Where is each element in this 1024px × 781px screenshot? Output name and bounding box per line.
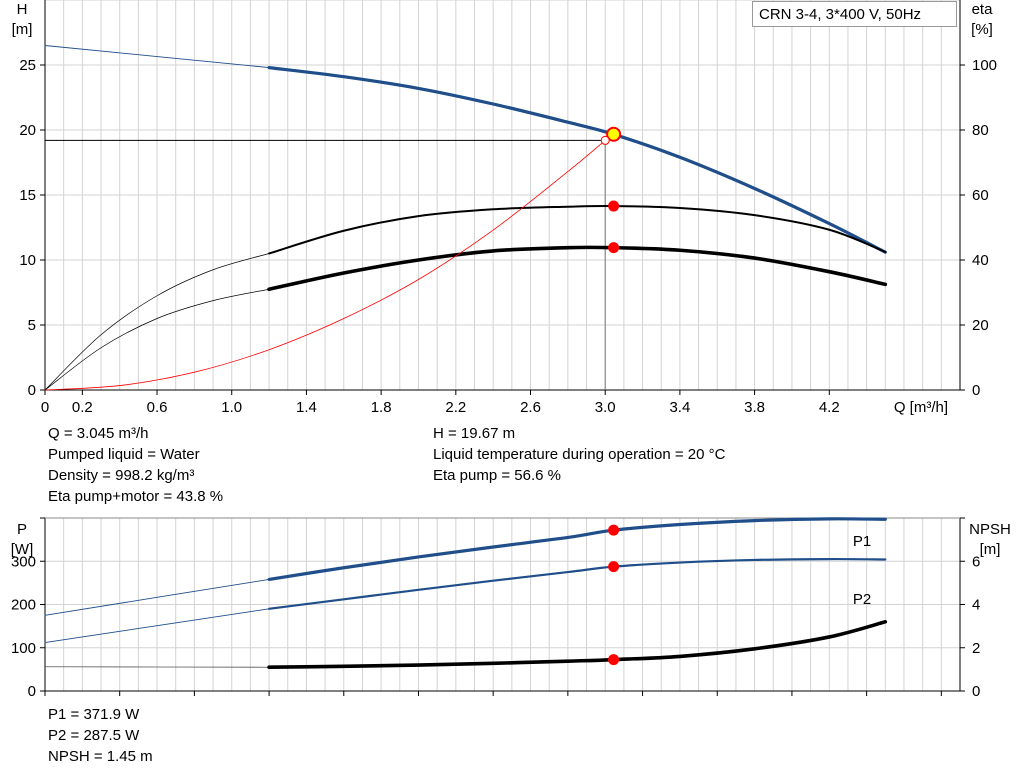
series-label-p2: P2 (853, 591, 871, 608)
series-line-top-5 (267, 245, 888, 292)
right-tick-label: 6 (972, 553, 980, 570)
right-axis-title: eta (972, 1, 994, 18)
density-readout: Density = 998.2 kg/m³ (48, 467, 195, 484)
eta-total-readout: Eta pump+motor = 43.8 % (48, 488, 224, 505)
right-axis-unit: [m] (980, 541, 1001, 558)
p2-readout: P2 = 287.5 W (48, 727, 140, 744)
right-tick-label: 20 (972, 317, 989, 334)
x-tick-label: 3.8 (744, 399, 765, 416)
right-tick-label: 80 (972, 122, 989, 139)
right-tick-label: 2 (972, 640, 980, 657)
x-axis-title: Q [m³/h] (894, 399, 948, 416)
left-tick-label: 200 (11, 597, 36, 614)
series-line-top-3 (268, 204, 887, 255)
x-tick-label: 0.2 (72, 399, 93, 416)
p1-readout: P1 = 371.9 W (48, 706, 140, 723)
left-tick-label: 25 (19, 57, 36, 74)
series-line-top-2 (44, 253, 270, 391)
x-tick-label: 2.2 (445, 399, 466, 416)
operating-point-marker (608, 561, 620, 573)
operating-point-marker (608, 524, 620, 536)
left-axis-unit: [W] (11, 541, 34, 558)
info-left-top: Q = 3.045 m³/h Pumped liquid = Water Den… (48, 423, 223, 507)
series-line-top-0 (44, 45, 270, 69)
x-tick-label: 1.0 (221, 399, 242, 416)
right-tick-label: 4 (972, 597, 980, 614)
x-tick-label: 1.4 (296, 399, 317, 416)
right-tick-label: 100 (972, 57, 997, 74)
chart-legend: CRN 3-4, 3*400 V, 50Hz (752, 1, 957, 27)
duty-point-marker (606, 126, 622, 142)
series-line-top-6 (44, 140, 606, 391)
x-tick-label: 1.8 (371, 399, 392, 416)
info-right-top: H = 19.67 m Liquid temperature during op… (433, 423, 725, 486)
eta-pump-readout: Eta pump = 56.6 % (433, 467, 561, 484)
left-tick-label: 15 (19, 187, 36, 204)
x-tick-label: 3.0 (595, 399, 616, 416)
left-axis-unit: [m] (12, 21, 33, 38)
left-tick-label: 0 (28, 382, 36, 399)
right-tick-label: 0 (972, 382, 980, 399)
info-bottom: P1 = 371.9 W P2 = 287.5 W NPSH = 1.45 m (48, 704, 153, 767)
left-tick-label: 20 (19, 122, 36, 139)
x-tick-label: 2.6 (520, 399, 541, 416)
operating-point-marker (608, 200, 620, 212)
right-tick-label: 60 (972, 187, 989, 204)
operating-point-marker (608, 654, 620, 666)
series-line-p1-1 (267, 517, 887, 582)
right-axis-unit: [%] (971, 21, 993, 38)
right-axis-title: NPSH (969, 521, 1011, 538)
right-tick-label: 0 (972, 683, 980, 700)
left-tick-label: 0 (28, 683, 36, 700)
left-tick-label: 100 (11, 640, 36, 657)
right-tick-label: 40 (972, 252, 989, 269)
series-line-p2-3 (267, 557, 887, 610)
series-line-p1-0 (44, 578, 270, 616)
head-readout: H = 19.67 m (433, 425, 516, 442)
x-tick-label: 3.4 (669, 399, 690, 416)
left-axis-title: P (17, 521, 27, 538)
pumped-liquid-readout: Pumped liquid = Water (48, 446, 200, 463)
series-line-top-1 (267, 66, 887, 254)
series-line-bottom-5 (267, 620, 888, 670)
x-tick-label: 0 (41, 399, 49, 416)
operating-point-marker (608, 242, 620, 254)
flow-readout: Q = 3.045 m³/h (48, 425, 149, 442)
left-tick-label: 300 (11, 553, 36, 570)
series-line-p2-2 (44, 608, 270, 644)
left-tick-label: 5 (28, 317, 36, 334)
series-label-p1: P1 (853, 533, 871, 550)
left-axis-title: H (17, 1, 28, 18)
left-tick-label: 10 (19, 252, 36, 269)
system-curve-point-marker (600, 135, 610, 145)
x-tick-label: 0.6 (147, 399, 168, 416)
npsh-readout: NPSH = 1.45 m (48, 748, 153, 765)
x-tick-label: 4.2 (819, 399, 840, 416)
temperature-readout: Liquid temperature during operation = 20… (433, 446, 726, 463)
series-line-top-4 (44, 288, 270, 391)
